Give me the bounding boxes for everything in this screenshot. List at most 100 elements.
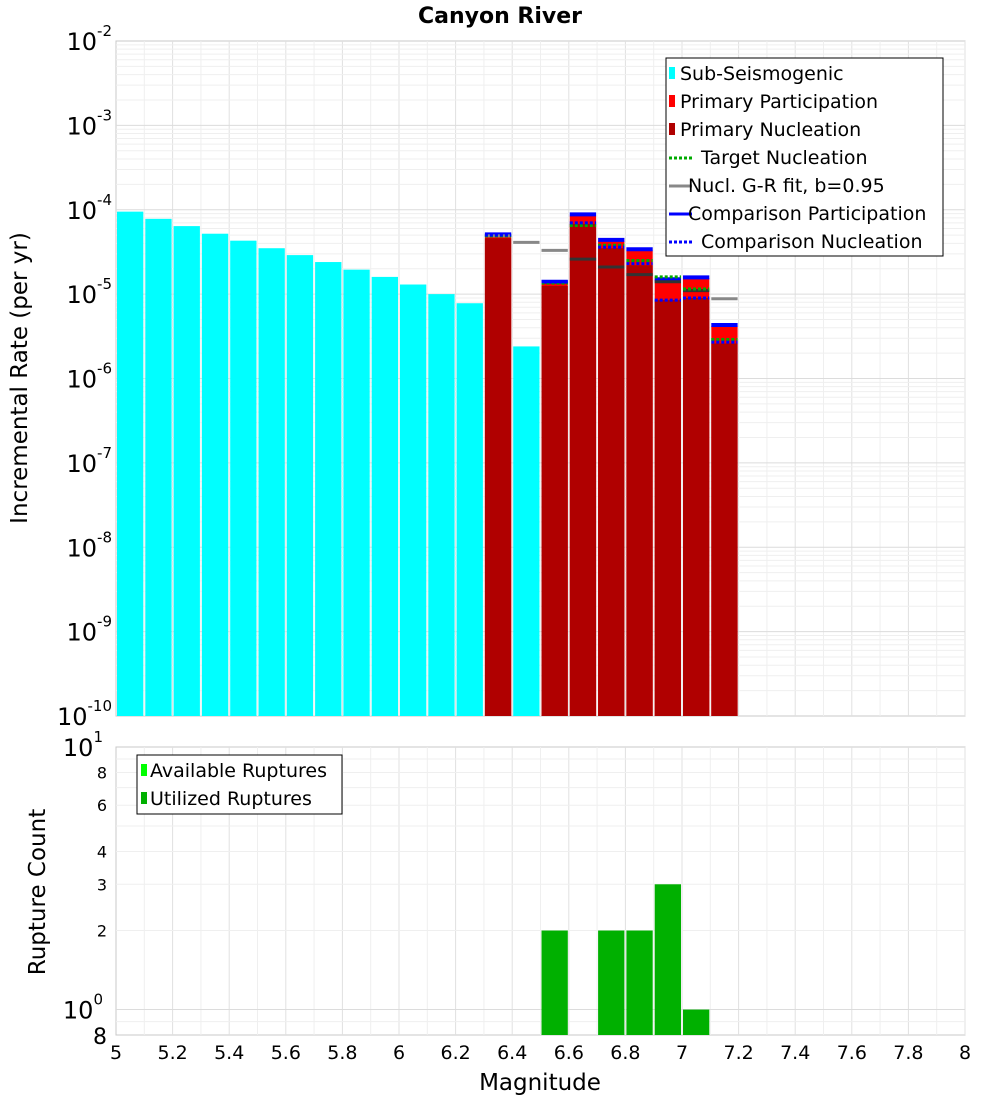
- x-tick-labels: 5 5.2 5.4 5.6 5.8 6 6.2 6.4 6.6 6.8 7 7.2 7.4 7.6 7.8 8: [110, 1042, 971, 1064]
- bottom-legend: Available Ruptures Utilized Ruptures: [136, 754, 343, 815]
- top-y-tick-label: 10-5: [66, 275, 112, 309]
- x-tick-label: 5.6: [271, 1042, 301, 1064]
- tick-exponent: 0: [93, 991, 103, 1009]
- bottom-y-axis-label: Rupture Count: [25, 809, 51, 975]
- top-y-tick-label: 10-2: [66, 22, 112, 56]
- x-tick-label: 6: [393, 1042, 405, 1064]
- top-y-tick-label: 10-6: [66, 360, 112, 394]
- bar-primary-nucleation: [654, 300, 681, 716]
- tick-exponent: -9: [97, 613, 112, 631]
- legend-label-utilized-ruptures: Utilized Ruptures: [150, 788, 312, 810]
- tick-exponent: -5: [97, 275, 112, 293]
- bottom-y-major-label: 100: [63, 991, 103, 1025]
- bar-sub-seismogenic: [117, 211, 144, 716]
- legend-swatch-primary-nucleation: [669, 123, 675, 135]
- tick-exponent: -2: [97, 22, 112, 40]
- x-tick-label: 7.4: [780, 1042, 810, 1064]
- bottom-legend-box: [136, 754, 343, 815]
- x-tick-label: 7.8: [893, 1042, 923, 1064]
- x-tick-label: 7.6: [837, 1042, 867, 1064]
- bar-primary-nucleation: [541, 285, 568, 716]
- bottom-y-tick-label: 8: [97, 763, 107, 782]
- bar-sub-seismogenic: [230, 240, 257, 717]
- x-tick-label: 5: [110, 1042, 122, 1064]
- tick-base: 10: [66, 112, 97, 140]
- legend-label-target-nucleation: Target Nucleation: [700, 147, 868, 169]
- x-tick-label: 6.2: [440, 1042, 470, 1064]
- tick-exponent: -6: [97, 360, 112, 378]
- tick-exponent: -10: [88, 697, 113, 715]
- top-legend: Sub-Seismogenic Primary Participation Prim…: [665, 57, 944, 257]
- bar-primary-nucleation: [598, 248, 625, 717]
- bottom-y-tick-label: 4: [97, 842, 107, 861]
- legend-swatch-utilized-ruptures: [141, 792, 147, 804]
- x-tick-label: 5.4: [214, 1042, 244, 1064]
- tick-base: 10: [66, 619, 97, 647]
- tick-base: 10: [66, 366, 97, 394]
- top-legend-box: [665, 57, 944, 257]
- bar-primary-nucleation: [569, 223, 597, 716]
- legend-label-nucl-g-r-fit-b-0-95: Nucl. G-R fit, b=0.95: [688, 175, 885, 197]
- legend-swatch-primary-participation: [669, 95, 675, 107]
- bar-sub-seismogenic: [258, 248, 285, 717]
- chart-title: Canyon River: [418, 4, 582, 29]
- tick-base: 10: [66, 197, 97, 225]
- top-y-tick-label: 10-9: [66, 613, 112, 647]
- tick-base: 10: [66, 281, 97, 309]
- legend-label-primary-participation: Primary Participation: [680, 91, 878, 113]
- top-y-axis-label: Incremental Rate (per yr): [7, 232, 33, 524]
- bar-utilized-ruptures: [541, 930, 568, 1035]
- tick-exponent: 1: [93, 728, 103, 746]
- x-tick-label: 5.8: [327, 1042, 357, 1064]
- top-y-tick-label: 10-3: [66, 106, 112, 140]
- bar-sub-seismogenic: [173, 226, 200, 716]
- bar-sub-seismogenic: [343, 269, 370, 716]
- legend-label-comparison-nucleation: Comparison Nucleation: [701, 231, 923, 253]
- x-axis-label: Magnitude: [479, 1070, 601, 1096]
- tick-base: 10: [63, 997, 94, 1025]
- bottom-y-tick-label: 3: [97, 875, 107, 894]
- bar-primary-nucleation: [484, 238, 512, 716]
- tick-base: 10: [57, 703, 88, 731]
- bar-primary-nucleation: [683, 297, 710, 716]
- legend-label-available-ruptures: Available Ruptures: [150, 760, 327, 782]
- legend-label-primary-nucleation: Primary Nucleation: [680, 119, 861, 141]
- bottom-bars: [541, 884, 710, 1035]
- bar-utilized-ruptures: [683, 1009, 710, 1035]
- legend-swatch-available-ruptures: [141, 764, 147, 776]
- top-line-markers: [484, 212, 738, 344]
- top-y-tick-label: 10-4: [66, 191, 112, 225]
- bar-primary-nucleation: [626, 265, 653, 716]
- bar-primary-nucleation: [711, 343, 738, 716]
- tick-exponent: -7: [97, 444, 112, 462]
- x-tick-label: 7: [676, 1042, 688, 1064]
- bar-sub-seismogenic: [456, 303, 483, 716]
- x-tick-label: 5.2: [157, 1042, 187, 1064]
- bar-sub-seismogenic: [513, 346, 540, 716]
- bar-sub-seismogenic: [315, 262, 342, 716]
- legend-label-comparison-participation: Comparison Participation: [688, 203, 926, 225]
- top-y-tick-label: 10-8: [66, 528, 112, 562]
- bottom-y-major-label: 101: [63, 728, 103, 762]
- legend-swatch-sub-seismogenic: [669, 67, 675, 79]
- bar-utilized-ruptures: [654, 884, 681, 1035]
- bottom-y-tick-label: 6: [97, 796, 107, 815]
- tick-exponent: -8: [97, 528, 112, 546]
- bar-sub-seismogenic: [145, 218, 172, 716]
- top-y-tick-label: 10-10: [57, 697, 112, 731]
- tick-base: 10: [66, 28, 97, 56]
- top-y-tick-label: 10-7: [66, 444, 112, 478]
- x-tick-label: 7.2: [723, 1042, 753, 1064]
- bar-sub-seismogenic: [286, 255, 314, 716]
- bar-sub-seismogenic: [400, 284, 427, 716]
- top-bars: [117, 211, 738, 717]
- top-gridlines: [116, 41, 966, 716]
- x-tick-label: 6.8: [610, 1042, 640, 1064]
- legend-label-sub-seismogenic: Sub-Seismogenic: [680, 63, 844, 85]
- bar-sub-seismogenic: [371, 276, 398, 716]
- tick-exponent: -4: [97, 191, 112, 209]
